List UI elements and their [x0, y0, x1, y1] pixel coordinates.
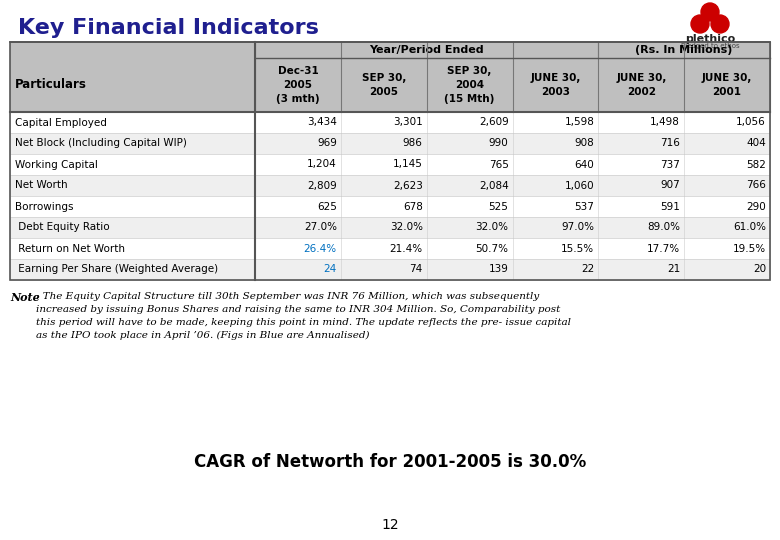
Bar: [10, 42, 770, 112]
Text: 907: 907: [661, 180, 680, 191]
Text: Capital Employed: Capital Employed: [15, 118, 107, 127]
Text: 21: 21: [667, 265, 680, 274]
Bar: [10, 217, 770, 238]
Bar: [10, 238, 770, 259]
Text: 290: 290: [746, 201, 766, 212]
Text: Net Block (Including Capital WIP): Net Block (Including Capital WIP): [15, 138, 187, 149]
Text: Debt Equity Ratio: Debt Equity Ratio: [15, 222, 110, 233]
Text: 1,056: 1,056: [736, 118, 766, 127]
Text: Dec-31
2005
(3 mth): Dec-31 2005 (3 mth): [276, 66, 320, 104]
Text: 2,084: 2,084: [479, 180, 509, 191]
Text: 990: 990: [489, 138, 509, 149]
Text: JUNE 30,
2001: JUNE 30, 2001: [702, 73, 752, 97]
Text: Particulars: Particulars: [15, 78, 87, 91]
Text: plethico: plethico: [685, 34, 735, 44]
Text: 678: 678: [402, 201, 423, 212]
Text: 3,434: 3,434: [307, 118, 337, 127]
Text: Return on Net Worth: Return on Net Worth: [15, 244, 125, 253]
Text: 716: 716: [661, 138, 680, 149]
Text: Earning Per Share (Weighted Average): Earning Per Share (Weighted Average): [15, 265, 218, 274]
Text: 2,609: 2,609: [479, 118, 509, 127]
Text: 766: 766: [746, 180, 766, 191]
Text: SEP 30,
2004
(15 Mth): SEP 30, 2004 (15 Mth): [445, 66, 495, 104]
Text: 74: 74: [410, 265, 423, 274]
Text: 24: 24: [324, 265, 337, 274]
Text: 17.7%: 17.7%: [647, 244, 680, 253]
Text: 969: 969: [317, 138, 337, 149]
Text: 908: 908: [575, 138, 594, 149]
Text: 1,145: 1,145: [393, 159, 423, 170]
Text: 625: 625: [317, 201, 337, 212]
Text: : The Equity Capital Structure till 30th September was INR 76 Million, which was: : The Equity Capital Structure till 30th…: [36, 292, 571, 340]
Circle shape: [711, 15, 729, 33]
Text: 12: 12: [381, 518, 399, 532]
Text: 89.0%: 89.0%: [647, 222, 680, 233]
Text: 19.5%: 19.5%: [733, 244, 766, 253]
Text: Borrowings: Borrowings: [15, 201, 73, 212]
Text: 61.0%: 61.0%: [733, 222, 766, 233]
Text: Working Capital: Working Capital: [15, 159, 98, 170]
Bar: [10, 133, 770, 154]
Text: 97.0%: 97.0%: [562, 222, 594, 233]
Text: JUNE 30,
2002: JUNE 30, 2002: [616, 73, 666, 97]
Text: 2,623: 2,623: [393, 180, 423, 191]
Circle shape: [691, 15, 709, 33]
Text: Year/Period Ended: Year/Period Ended: [370, 45, 484, 55]
Text: 1,498: 1,498: [651, 118, 680, 127]
Text: 50.7%: 50.7%: [476, 244, 509, 253]
Text: CAGR of Networth for 2001-2005 is 30.0%: CAGR of Networth for 2001-2005 is 30.0%: [194, 453, 586, 471]
Text: 32.0%: 32.0%: [390, 222, 423, 233]
Text: 15.5%: 15.5%: [561, 244, 594, 253]
Bar: [10, 175, 770, 196]
Bar: [10, 154, 770, 175]
Text: 986: 986: [402, 138, 423, 149]
Text: 404: 404: [746, 138, 766, 149]
Text: Note: Note: [10, 292, 40, 303]
Circle shape: [701, 3, 719, 21]
Text: 2,809: 2,809: [307, 180, 337, 191]
Text: 737: 737: [661, 159, 680, 170]
Text: JUNE 30,
2003: JUNE 30, 2003: [530, 73, 580, 97]
Text: 537: 537: [574, 201, 594, 212]
Text: 591: 591: [661, 201, 680, 212]
Text: 32.0%: 32.0%: [476, 222, 509, 233]
Text: 765: 765: [488, 159, 509, 170]
Text: 1,204: 1,204: [307, 159, 337, 170]
Text: 20: 20: [753, 265, 766, 274]
Text: 22: 22: [581, 265, 594, 274]
Text: 582: 582: [746, 159, 766, 170]
Text: 3,301: 3,301: [393, 118, 423, 127]
Bar: [10, 196, 770, 217]
Text: Pledged to ethos: Pledged to ethos: [681, 43, 739, 49]
Text: 640: 640: [575, 159, 594, 170]
Text: 21.4%: 21.4%: [389, 244, 423, 253]
Text: 27.0%: 27.0%: [304, 222, 337, 233]
Text: 26.4%: 26.4%: [303, 244, 337, 253]
Text: 525: 525: [488, 201, 509, 212]
Bar: [10, 42, 770, 280]
Text: 1,598: 1,598: [565, 118, 594, 127]
Text: (Rs. In Millions): (Rs. In Millions): [636, 45, 733, 55]
Text: Key Financial Indicators: Key Financial Indicators: [18, 18, 319, 38]
Text: SEP 30,
2005: SEP 30, 2005: [362, 73, 406, 97]
Text: 139: 139: [488, 265, 509, 274]
Text: 1,060: 1,060: [565, 180, 594, 191]
Bar: [10, 112, 770, 133]
Text: Net Worth: Net Worth: [15, 180, 68, 191]
Bar: [10, 259, 770, 280]
